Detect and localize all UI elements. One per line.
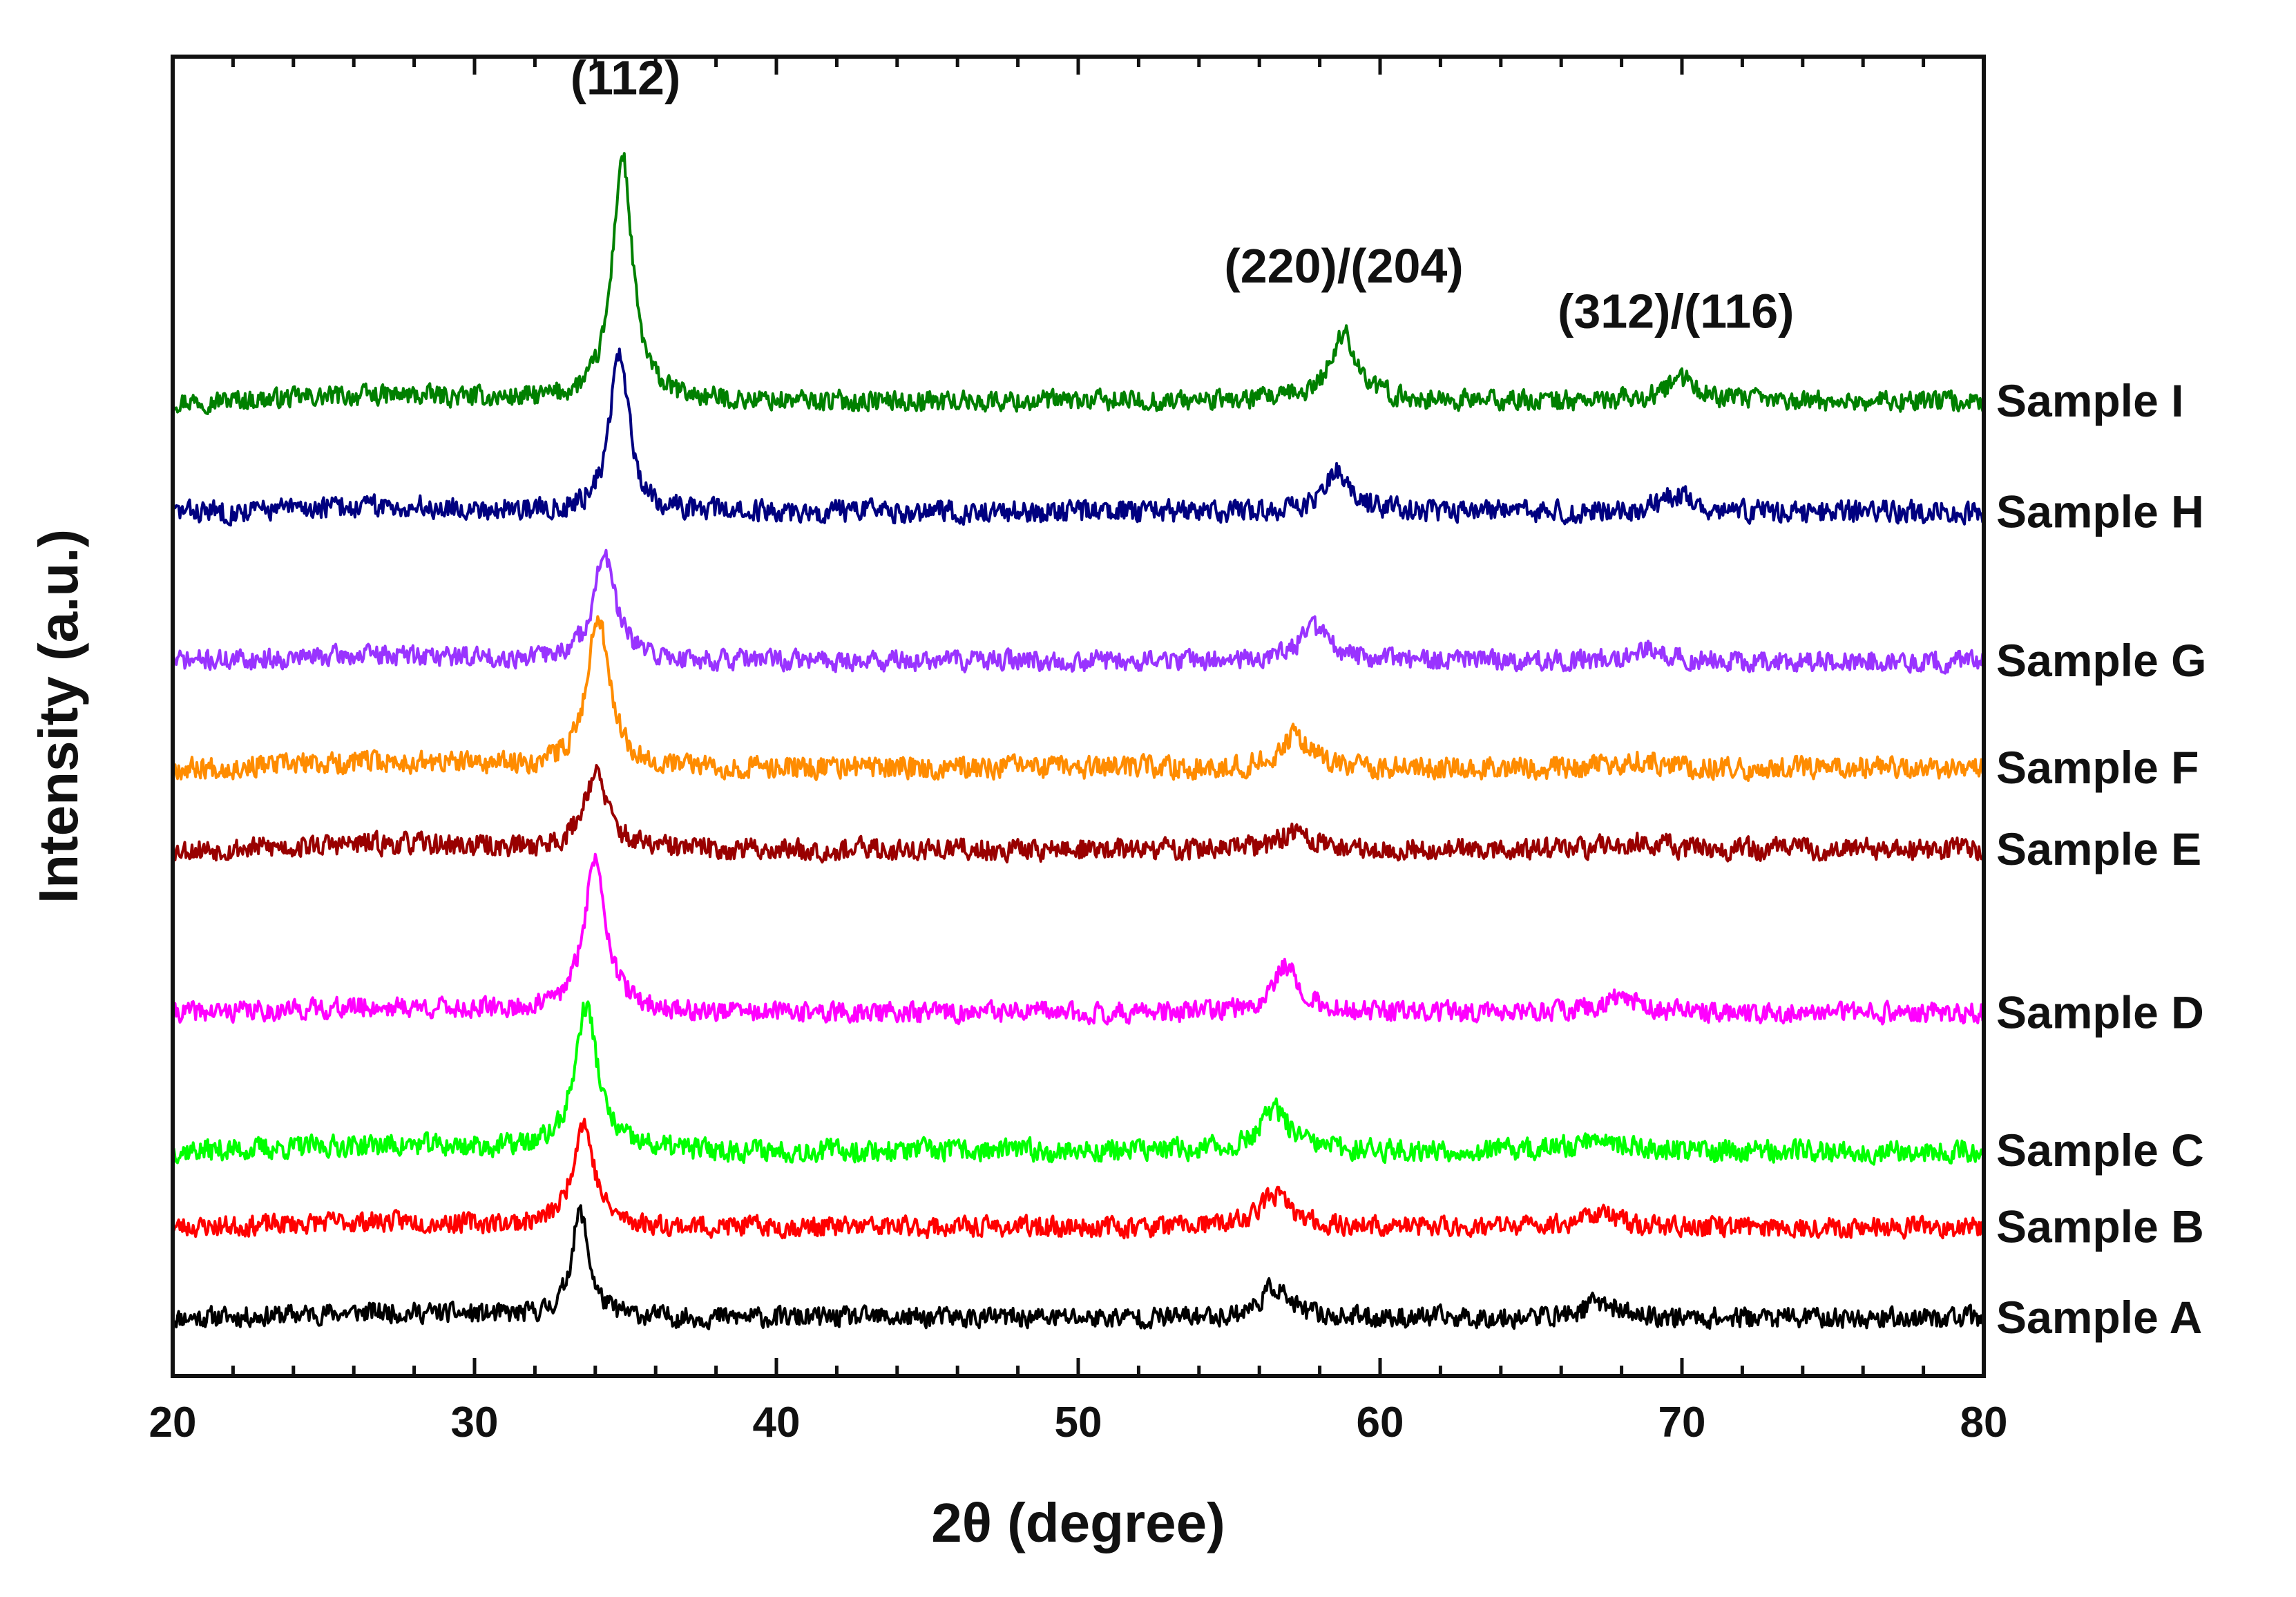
series-line-sample-h [173,347,1984,527]
annotations-group: (112) (220)/(204) (312)/(116) [571,50,1795,338]
series-label-sample-g: Sample G [1996,635,2206,686]
series-group [173,152,1984,1330]
y-axis-title: Intensity (a.u.) [28,529,89,903]
series-label-sample-h: Sample H [1996,486,2204,537]
peak-annotation: (112) [571,50,681,104]
x-tick-label: 50 [1055,1399,1102,1446]
x-tick-label: 80 [1960,1399,2008,1446]
series-line-sample-d [173,852,1984,1026]
plot-frame [171,55,1986,1378]
series-line-sample-c [173,1000,1984,1166]
series-line-sample-a [173,1204,1984,1330]
peak-annotation: (220)/(204) [1224,239,1463,293]
x-tick-label: 20 [149,1399,197,1446]
series-label-sample-b: Sample B [1996,1201,2204,1252]
series-line-sample-i [173,152,1984,415]
series-line-sample-f [173,615,1984,783]
x-tick-label: 70 [1658,1399,1706,1446]
series-label-sample-e: Sample E [1996,823,2201,874]
x-tick-label: 30 [451,1399,499,1446]
x-tick-label: 60 [1357,1399,1404,1446]
series-line-sample-e [173,764,1984,864]
peak-annotation: (312)/(116) [1558,285,1794,338]
series-label-sample-c: Sample C [1996,1125,2204,1176]
series-label-sample-i: Sample I [1996,375,2183,426]
x-tick-label: 40 [753,1399,801,1446]
series-label-sample-a: Sample A [1996,1292,2202,1343]
series-line-sample-b [173,1118,1984,1240]
series-label-sample-f: Sample F [1996,742,2199,793]
tick-labels-group: 20 30 40 50 60 70 80 [149,1399,2008,1446]
series-labels-group: Sample A Sample B Sample C Sample D Sample E… [1996,375,2206,1343]
x-axis-title: 2θ (degree) [931,1492,1225,1553]
series-label-sample-d: Sample D [1996,987,2204,1038]
series-line-sample-g [173,548,1984,675]
